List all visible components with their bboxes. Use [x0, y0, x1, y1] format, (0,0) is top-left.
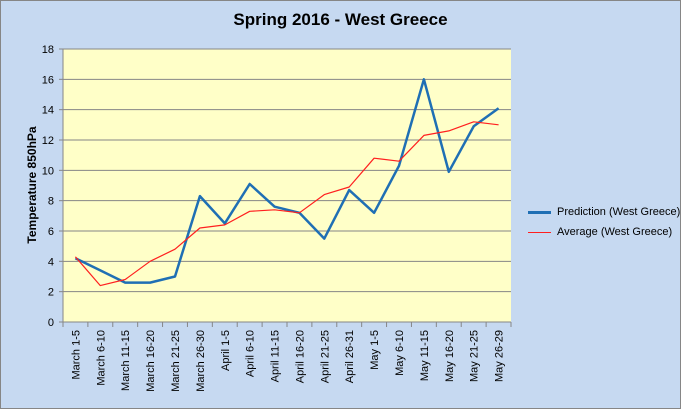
x-tick-label: April 6-10 [245, 330, 257, 377]
x-tick-label: March 21-25 [170, 330, 182, 392]
legend-item-average: Average (West Greece) [528, 222, 680, 242]
x-tick-label: April 26-31 [344, 330, 356, 383]
y-tick-labels: 0 2 4 6 8 10 12 14 16 18 [42, 44, 54, 329]
y-tick-label: 0 [48, 317, 54, 329]
chart-title: Spring 2016 - West Greece [233, 10, 448, 29]
series-line-prediction [74, 78, 500, 284]
x-tick-label: May 11-15 [419, 330, 431, 381]
x-tick-label: April 21-25 [319, 330, 331, 383]
y-tick-label: 14 [42, 105, 54, 117]
y-tick-label: 12 [42, 135, 54, 147]
x-tick-label: April 11-15 [270, 330, 282, 382]
x-tick-label: March 26-30 [195, 330, 207, 392]
x-tick-label: March 1-5 [70, 330, 82, 380]
x-tick-label: May 6-10 [394, 330, 406, 376]
x-tick-label: April 1-5 [220, 330, 232, 371]
y-tick-label: 10 [42, 165, 54, 177]
gridlines [63, 48, 511, 293]
x-tick-label: April 16-20 [294, 330, 306, 383]
legend-swatch-prediction [528, 210, 551, 214]
y-axis-label: Temperature 850hPa [25, 126, 39, 244]
x-tick-labels: March 1-5 March 6-10 March 11-15 March 16-2… [70, 330, 505, 392]
y-tick-label: 16 [42, 74, 54, 86]
x-tick-label: May 1-5 [369, 330, 381, 370]
y-tick-label: 2 [48, 287, 54, 299]
series-lines [74, 78, 500, 287]
plot-area [63, 49, 511, 322]
axes [59, 48, 512, 327]
legend-swatch-average [528, 231, 551, 233]
series-line-average [74, 121, 499, 287]
x-tick-label: March 11-15 [120, 330, 132, 391]
legend-item-prediction: Prediction (West Greece) [528, 202, 680, 222]
y-tick-label: 18 [42, 44, 54, 56]
x-tick-label: May 16-20 [444, 330, 456, 382]
legend: Prediction (West Greece) Average (West G… [528, 202, 680, 242]
y-tick-label: 8 [48, 196, 54, 208]
legend-label-average: Average (West Greece) [557, 226, 673, 238]
y-tick-label: 4 [48, 256, 54, 268]
x-tick-label: March 16-20 [145, 330, 157, 392]
x-tick-label: May 26-29 [494, 330, 506, 382]
x-tick-label: March 6-10 [95, 330, 107, 386]
y-tick-label: 6 [48, 226, 54, 238]
x-tick-label: May 21-25 [469, 330, 481, 382]
legend-label-prediction: Prediction (West Greece) [557, 206, 681, 218]
